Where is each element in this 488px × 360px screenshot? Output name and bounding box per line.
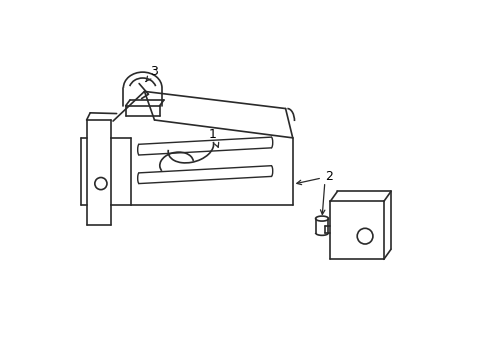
Text: 1: 1 <box>209 128 218 147</box>
Text: 3: 3 <box>145 64 158 82</box>
Text: 2: 2 <box>296 170 332 185</box>
